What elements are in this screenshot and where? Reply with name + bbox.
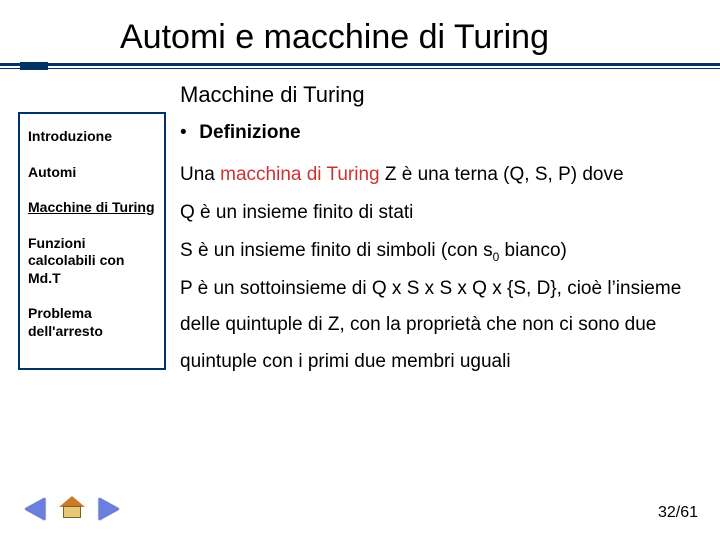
title-rule-thick	[0, 63, 720, 66]
text-fragment: bianco)	[499, 240, 567, 261]
arrow-left-icon	[25, 498, 45, 520]
home-button[interactable]	[58, 496, 86, 522]
bullet-label: Definizione	[199, 122, 300, 143]
sidebar-item-problema-arresto[interactable]: Problema dell'arresto	[28, 305, 156, 340]
sidebar-item-automi[interactable]: Automi	[28, 164, 156, 182]
sidebar-item-macchine-di-turing[interactable]: Macchine di Turing	[28, 199, 156, 217]
prev-button[interactable]	[20, 498, 50, 520]
definition-line-3: S è un insieme finito di simboli (con s0…	[180, 233, 700, 269]
bullet-definizione: • Definizione	[180, 115, 700, 151]
definition-line-4: P è un sottoinsieme di Q x S x S x Q x {…	[180, 271, 700, 379]
arrow-right-icon	[99, 498, 119, 520]
text-fragment: Z è una terna (Q, S, P) dove	[380, 164, 624, 185]
page-number: 32/61	[658, 504, 698, 522]
text-fragment: Una	[180, 164, 220, 185]
nav-controls	[20, 496, 124, 522]
home-icon-body	[63, 506, 81, 518]
term-macchina-di-turing: macchina di Turing	[220, 164, 379, 185]
section-subtitle: Macchine di Turing	[180, 82, 365, 108]
title-accent-block	[20, 62, 48, 70]
text-fragment: S è un insieme finito di simboli (con s	[180, 240, 493, 261]
definition-line-1: Una macchina di Turing Z è una terna (Q,…	[180, 157, 700, 193]
definition-line-2: Q è un insieme finito di stati	[180, 195, 700, 231]
next-button[interactable]	[94, 498, 124, 520]
sidebar-item-funzioni-calcolabili[interactable]: Funzioni calcolabili con Md.T	[28, 235, 156, 288]
sidebar: Introduzione Automi Macchine di Turing F…	[18, 112, 166, 370]
bullet-marker: •	[180, 115, 194, 151]
content-area: • Definizione Una macchina di Turing Z è…	[180, 115, 700, 380]
sidebar-item-introduzione[interactable]: Introduzione	[28, 128, 156, 146]
title-rule-thin	[0, 68, 720, 69]
page-title: Automi e macchine di Turing	[0, 18, 720, 57]
